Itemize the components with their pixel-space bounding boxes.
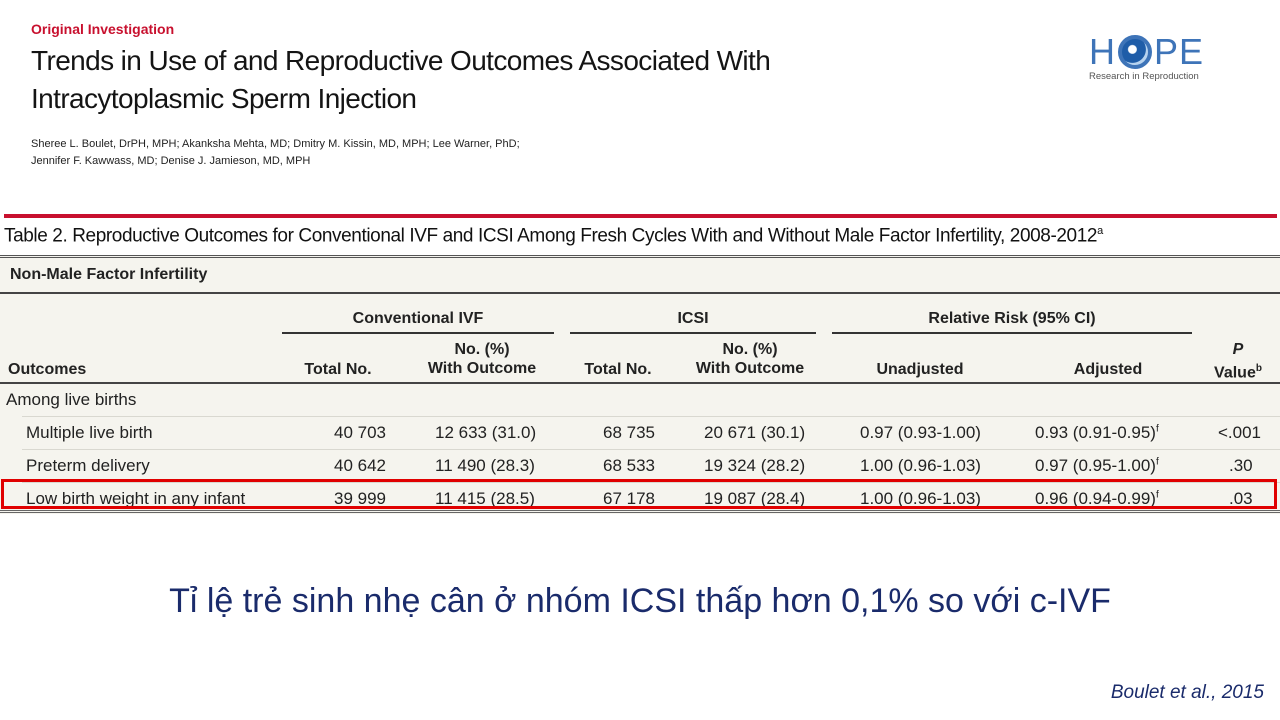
cell-ivf-with: 12 633 (31.0): [435, 423, 537, 442]
cell-outcome: Low birth weight in any infant: [26, 489, 246, 508]
article-title: Trends in Use of and Reproductive Outcom…: [31, 42, 891, 118]
cell-ivf-with: 11 415 (28.5): [435, 489, 535, 508]
article-title-line1: Trends in Use of and Reproductive Outcom…: [31, 45, 771, 76]
citation: Boulet et al., 2015: [1110, 682, 1264, 703]
caption-footnote: a: [1097, 225, 1103, 237]
outcomes-table: Non-Male Factor Infertility Conventional…: [0, 255, 1280, 514]
conclusion-text: Tỉ lệ trẻ sinh nhẹ cân ở nhóm ICSI thấp …: [169, 582, 1111, 620]
col-header-icsi-total: Total No.: [584, 361, 652, 378]
span-line-rr: [832, 332, 1192, 334]
col-header-ivf-with-line1: No. (%): [454, 341, 510, 358]
cell-ivf-with: 11 490 (28.3): [435, 456, 535, 475]
authors-line1: Sheree L. Boulet, DrPH, MPH; Akanksha Me…: [31, 138, 520, 150]
cell-adjusted: 0.97 (0.95-1.00)f: [1035, 456, 1159, 476]
red-divider: [4, 214, 1277, 218]
cell-icsi-with: 20 671 (30.1): [704, 423, 806, 442]
col-header-ivf-total: Total No.: [304, 361, 372, 378]
adjusted-footnote: f: [1155, 489, 1159, 501]
cell-ivf-total: 40 642: [334, 456, 386, 475]
span-header-conventional-ivf: Conventional IVF: [352, 310, 484, 327]
span-line-ivf: [282, 332, 554, 334]
article-title-line2: Intracytoplasmic Sperm Injection: [31, 83, 417, 114]
col-header-p-value: P Valueb: [1200, 340, 1276, 382]
authors: Sheree L. Boulet, DrPH, MPH; Akanksha Me…: [31, 136, 591, 170]
eye-icon: [1118, 35, 1152, 69]
table-caption-text: Table 2. Reproductive Outcomes for Conve…: [4, 225, 1098, 247]
cell-ivf-total: 40 703: [334, 423, 386, 442]
span-line-icsi: [570, 332, 816, 334]
cell-icsi-with: 19 324 (28.2): [704, 456, 806, 475]
table-bottom-rule: [0, 510, 1280, 516]
cell-adjusted: 0.93 (0.91-0.95)f: [1035, 423, 1159, 443]
cell-icsi-with: 19 087 (28.4): [704, 489, 806, 508]
cell-outcome: Preterm delivery: [26, 456, 150, 475]
table-row-highlighted: Low birth weight in any infant 39 999 11…: [0, 483, 1280, 515]
cell-adjusted-value: 0.93 (0.91-0.95): [1035, 423, 1156, 442]
cell-icsi-total: 68 533: [603, 456, 655, 475]
col-header-p-line1: P: [1232, 341, 1244, 358]
col-header-ivf-with: No. (%) With Outcome: [412, 340, 552, 378]
col-header-unadjusted: Unadjusted: [876, 361, 964, 378]
row-divider: [22, 416, 1280, 417]
cell-unadjusted: 0.97 (0.93-1.00): [860, 423, 981, 442]
cell-outcome: Multiple live birth: [26, 423, 153, 442]
col-header-adjusted: Adjusted: [1073, 361, 1143, 378]
cell-ivf-total: 39 999: [334, 489, 386, 508]
group-label: Non-Male Factor Infertility: [10, 266, 208, 283]
p-footnote: b: [1255, 363, 1262, 374]
logo-letters-pe: PE: [1154, 31, 1205, 72]
subgroup-row: Among live births: [0, 384, 1280, 416]
table-row: Preterm delivery 40 642 11 490 (28.3) 68…: [0, 450, 1280, 482]
logo-subtitle: Research in Reproduction: [1089, 71, 1199, 82]
cell-icsi-total: 68 735: [603, 423, 655, 442]
row-divider: [22, 449, 1280, 450]
cell-p-value: .03: [1229, 489, 1253, 508]
cell-p-value: <.001: [1218, 423, 1262, 442]
col-header-icsi-with-line2: With Outcome: [695, 360, 805, 377]
logo-wordmark: H PE: [1089, 34, 1209, 70]
adjusted-footnote: f: [1155, 456, 1159, 468]
cell-adjusted-value: 0.96 (0.94-0.99): [1035, 489, 1156, 508]
hope-logo: H PE Research in Reproduction: [1089, 34, 1209, 83]
adjusted-footnote: f: [1155, 423, 1159, 435]
authors-line2: Jennifer F. Kawwass, MD; Denise J. Jamie…: [31, 155, 311, 167]
cell-adjusted: 0.96 (0.94-0.99)f: [1035, 489, 1159, 509]
col-header-p-label: Value: [1214, 364, 1256, 382]
table-caption: Table 2. Reproductive Outcomes for Conve…: [4, 225, 1103, 247]
span-header-icsi: ICSI: [677, 310, 709, 327]
row-divider: [22, 482, 1280, 483]
section-label: Original Investigation: [31, 21, 175, 37]
col-header-icsi-with: No. (%) With Outcome: [680, 340, 820, 378]
subgroup-label: Among live births: [6, 390, 137, 409]
col-header-outcomes: Outcomes: [8, 361, 87, 378]
table-row: Multiple live birth 40 703 12 633 (31.0)…: [0, 417, 1280, 449]
logo-letter-h: H: [1089, 31, 1116, 72]
group-header-row: Non-Male Factor Infertility: [0, 258, 1280, 294]
cell-adjusted-value: 0.97 (0.95-1.00): [1035, 456, 1156, 475]
col-header-ivf-with-line2: With Outcome: [427, 360, 537, 377]
cell-unadjusted: 1.00 (0.96-1.03): [860, 489, 981, 508]
cell-unadjusted: 1.00 (0.96-1.03): [860, 456, 981, 475]
span-header-relative-risk: Relative Risk (95% CI): [928, 310, 1096, 327]
header-bottom-rule: [0, 382, 1280, 384]
col-header-icsi-with-line1: No. (%): [722, 341, 778, 358]
cell-p-value: .30: [1229, 456, 1253, 475]
cell-icsi-total: 67 178: [603, 489, 655, 508]
col-header-p-line2: Valueb: [1200, 359, 1276, 382]
